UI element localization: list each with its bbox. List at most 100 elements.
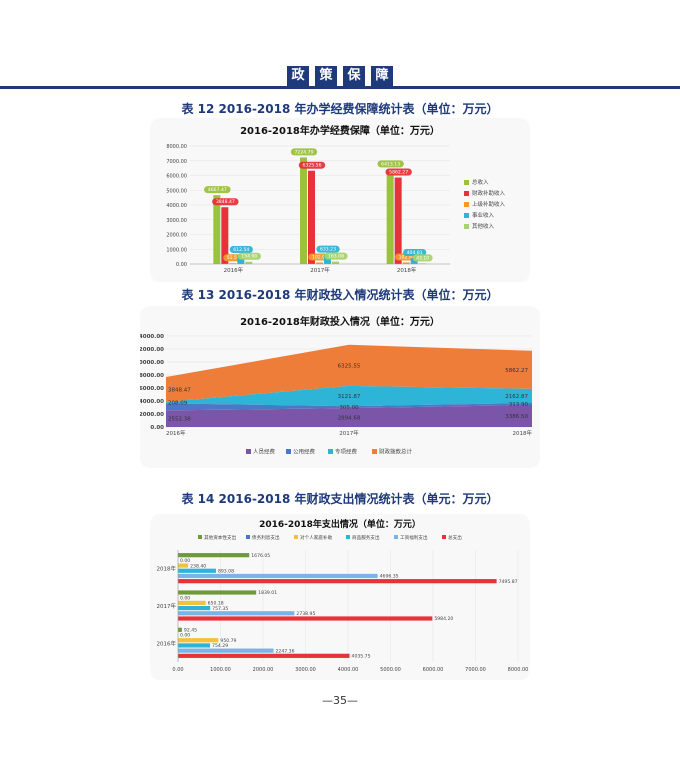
data-label-bubble <box>204 186 231 194</box>
y-tick-label: 2017年 <box>157 602 177 610</box>
data-label: 893.08 <box>218 568 234 574</box>
data-label: 7224.79 <box>295 149 314 155</box>
bar <box>213 195 221 264</box>
data-label-bubble <box>403 249 427 257</box>
chart-income: 2016-2018年办学经费保障（单位：万元） 0.00 1000.00 2000.0… <box>150 118 530 282</box>
chart-title: 2016-2018年办学经费保障（单位：万元） <box>240 124 440 137</box>
area-series <box>166 402 532 411</box>
data-label: 238.40 <box>190 563 206 569</box>
bar <box>308 170 315 264</box>
data-label: 6325.55 <box>338 363 361 369</box>
legend-swatch <box>346 535 350 539</box>
bar <box>178 590 257 595</box>
data-label: 313.90 <box>509 402 529 408</box>
x-tick-label: 2018年 <box>513 429 533 437</box>
area-series <box>166 385 532 407</box>
y-tick-label: 2000.00 <box>140 412 164 418</box>
data-label-bubble <box>377 160 404 168</box>
legend-swatch <box>246 449 251 454</box>
legend-label: 上级补助收入 <box>472 200 506 208</box>
header-rule <box>0 86 680 89</box>
data-label: 612.54 <box>233 247 249 253</box>
header-char: 政 <box>287 66 309 86</box>
data-label: 3386.50 <box>505 414 528 420</box>
bar <box>402 262 410 264</box>
bar <box>178 643 211 648</box>
bar <box>410 258 418 264</box>
bar <box>229 263 237 264</box>
legend-label: 商品服务支出 <box>352 534 380 541</box>
chart-background <box>150 118 530 282</box>
bar <box>178 563 189 568</box>
caption-table-13: 表 13 2016-2018 年财政投入情况统计表（单位：万元） <box>181 288 499 302</box>
legend-label: 公用经费 <box>293 448 316 456</box>
page-number: —35— <box>322 694 358 707</box>
y-tick-label: 7000.00 <box>166 159 187 165</box>
data-label: 305.00 <box>339 405 359 411</box>
chart-income-svg: 2016-2018年办学经费保障（单位：万元） 0.00 1000.00 2000.0… <box>150 118 530 282</box>
data-label: 6325.56 <box>303 163 322 169</box>
chart-expenditure-svg: 2016-2018年支出情况（单位：万元） 其他资本性支出 债务利息支出 对个人家庭补… <box>150 514 530 680</box>
legend-label: 人员经费 <box>253 448 276 456</box>
data-label: 3121.87 <box>338 394 361 400</box>
x-tick-label: 2000.00 <box>253 667 274 673</box>
data-label: 102.92 <box>399 254 415 260</box>
data-label: 2738.95 <box>296 611 315 617</box>
chart-investment-svg: 2016-2018年财政投入情况（单位：万元） 0.00 2000.00 4000.0… <box>140 306 540 468</box>
bar <box>300 157 307 264</box>
bar <box>386 169 394 264</box>
bar <box>221 207 229 264</box>
legend-swatch <box>464 180 469 185</box>
y-tick-label: 12000.00 <box>140 347 164 353</box>
x-tick-label: 2017年 <box>310 266 330 274</box>
y-tick-label: 0.00 <box>150 425 164 431</box>
data-label: 6413.13 <box>381 161 400 167</box>
legend-swatch <box>198 535 202 539</box>
x-tick-label: 7000.00 <box>465 667 486 673</box>
area-series <box>166 404 532 427</box>
data-label: 5862.27 <box>505 368 528 374</box>
y-tick-label: 6000.00 <box>140 386 164 392</box>
x-tick-label: 2016年 <box>224 266 244 274</box>
x-tick-label: 6000.00 <box>423 667 444 673</box>
caption-table-12: 表 12 2016-2018 年办学经费保障统计表（单位：万元） <box>181 102 499 116</box>
data-label: 92.45 <box>184 628 197 634</box>
data-label: 404.81 <box>407 250 423 256</box>
x-tick-label: 1000.00 <box>210 667 231 673</box>
legend-label: 对个人家庭补助 <box>300 534 333 541</box>
chart-title: 2016-2018年财政投入情况（单位：万元） <box>240 315 440 328</box>
legend-swatch <box>464 213 469 218</box>
data-label: 208.09 <box>168 401 188 407</box>
legend-label: 财政拨款总计 <box>379 448 413 456</box>
legend-label: 工资福利支出 <box>400 534 428 541</box>
section-header: 政策保障 <box>0 64 680 86</box>
data-label: 154.90 <box>241 254 257 260</box>
bar <box>178 616 433 621</box>
legend-swatch <box>294 535 298 539</box>
x-tick-label: 2016年 <box>166 429 186 437</box>
header-char: 保 <box>343 66 365 86</box>
x-tick-label: 0.00 <box>172 667 183 673</box>
legend-swatch <box>328 449 333 454</box>
bar <box>418 263 426 264</box>
y-tick-label: 4000.00 <box>166 203 187 209</box>
data-label: 1839.01 <box>258 590 277 596</box>
header-char: 策 <box>315 66 337 86</box>
legend-swatch <box>394 535 398 539</box>
data-label: 163.08 <box>328 254 344 260</box>
y-tick-label: 2018年 <box>157 565 177 573</box>
y-tick-label: 2000.00 <box>166 233 187 239</box>
y-tick-label: 2016年 <box>157 639 177 647</box>
bar <box>178 579 497 584</box>
data-label: 2247.36 <box>276 648 295 654</box>
y-tick-label: 14000.00 <box>140 334 164 340</box>
data-label-bubble <box>237 252 261 260</box>
legend-label: 财政补助收入 <box>472 189 506 197</box>
data-label: 2162.87 <box>505 394 528 400</box>
x-tick-label: 4000.00 <box>338 667 359 673</box>
data-label: 7495.87 <box>499 579 518 585</box>
bar <box>178 638 219 643</box>
data-label: 650.18 <box>208 601 224 607</box>
legend-swatch <box>286 449 291 454</box>
data-label: 4035.75 <box>352 654 371 660</box>
